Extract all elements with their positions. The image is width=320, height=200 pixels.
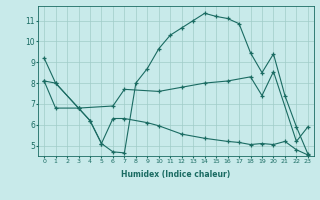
X-axis label: Humidex (Indice chaleur): Humidex (Indice chaleur) <box>121 170 231 179</box>
